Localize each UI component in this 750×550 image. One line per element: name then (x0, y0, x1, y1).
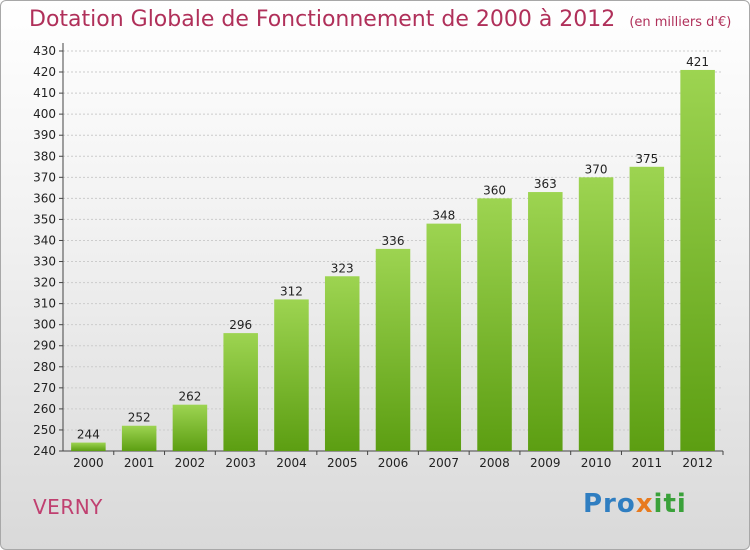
x-tick-label-2010: 2010 (581, 456, 612, 470)
bar-2004 (274, 299, 309, 451)
y-tick-label: 330 (33, 255, 56, 269)
value-label-2004: 312 (280, 284, 303, 298)
value-label-2011: 375 (635, 152, 658, 166)
value-label-2010: 370 (585, 162, 608, 176)
bar-2008 (477, 198, 512, 451)
value-label-2008: 360 (483, 183, 506, 197)
y-tick-label: 370 (33, 170, 56, 184)
proxiti-logo: Proxiti (583, 489, 687, 519)
y-tick-label: 260 (33, 402, 56, 416)
x-tick-label-2011: 2011 (632, 456, 663, 470)
place-name: VERNY (33, 495, 103, 519)
y-tick-label: 240 (33, 444, 56, 458)
x-tick-label-2000: 2000 (73, 456, 104, 470)
y-tick-label: 360 (33, 191, 56, 205)
bar-2002 (172, 404, 208, 451)
x-tick-label-2005: 2005 (327, 456, 358, 470)
y-tick-label: 320 (33, 276, 56, 290)
y-tick-label: 400 (33, 107, 56, 121)
y-tick-label: 390 (33, 128, 56, 142)
value-label-2006: 336 (382, 234, 405, 248)
y-tick-label: 350 (33, 212, 56, 226)
y-tick-label: 310 (33, 297, 56, 311)
value-label-2000: 244 (77, 428, 100, 442)
x-tick-label-2012: 2012 (682, 456, 713, 470)
value-label-2012: 421 (686, 55, 709, 69)
bar-2000 (71, 442, 106, 451)
bar-2007 (426, 223, 462, 451)
bar-2009 (528, 192, 563, 452)
x-tick-label-2002: 2002 (175, 456, 206, 470)
x-tick-label-2009: 2009 (530, 456, 561, 470)
bar-2006 (375, 248, 411, 451)
chart-title: Dotation Globale de Fonctionnement de 20… (29, 7, 731, 32)
bar-2003 (223, 333, 258, 451)
x-tick-label-2007: 2007 (428, 456, 459, 470)
y-tick-label: 290 (33, 339, 56, 353)
value-label-2001: 252 (128, 411, 151, 425)
y-tick-label: 340 (33, 233, 56, 247)
y-tick-label: 380 (33, 149, 56, 163)
y-tick-label: 420 (33, 65, 56, 79)
bar-2005 (324, 276, 360, 451)
value-label-2009: 363 (534, 177, 557, 191)
y-tick-label: 280 (33, 360, 56, 374)
y-tick-label: 270 (33, 381, 56, 395)
bar-2010 (578, 177, 614, 451)
value-label-2005: 323 (331, 261, 354, 275)
x-tick-label-2004: 2004 (276, 456, 307, 470)
bar-2001 (121, 425, 157, 451)
bar-2012 (680, 69, 715, 452)
value-label-2002: 262 (178, 390, 201, 404)
title-main: Dotation Globale de Fonctionnement de 20… (29, 7, 616, 32)
x-tick-label-2008: 2008 (479, 456, 510, 470)
value-label-2003: 296 (229, 318, 252, 332)
x-tick-label-2003: 2003 (225, 456, 256, 470)
y-tick-label: 250 (33, 423, 56, 437)
y-tick-label: 300 (33, 318, 56, 332)
y-tick-label: 430 (33, 44, 56, 58)
value-label-2007: 348 (432, 209, 455, 223)
x-tick-label-2006: 2006 (378, 456, 409, 470)
x-tick-label-2001: 2001 (124, 456, 155, 470)
bar-2011 (629, 166, 665, 451)
title-unit: (en milliers d'€) (629, 15, 732, 30)
y-tick-label: 410 (33, 86, 56, 100)
